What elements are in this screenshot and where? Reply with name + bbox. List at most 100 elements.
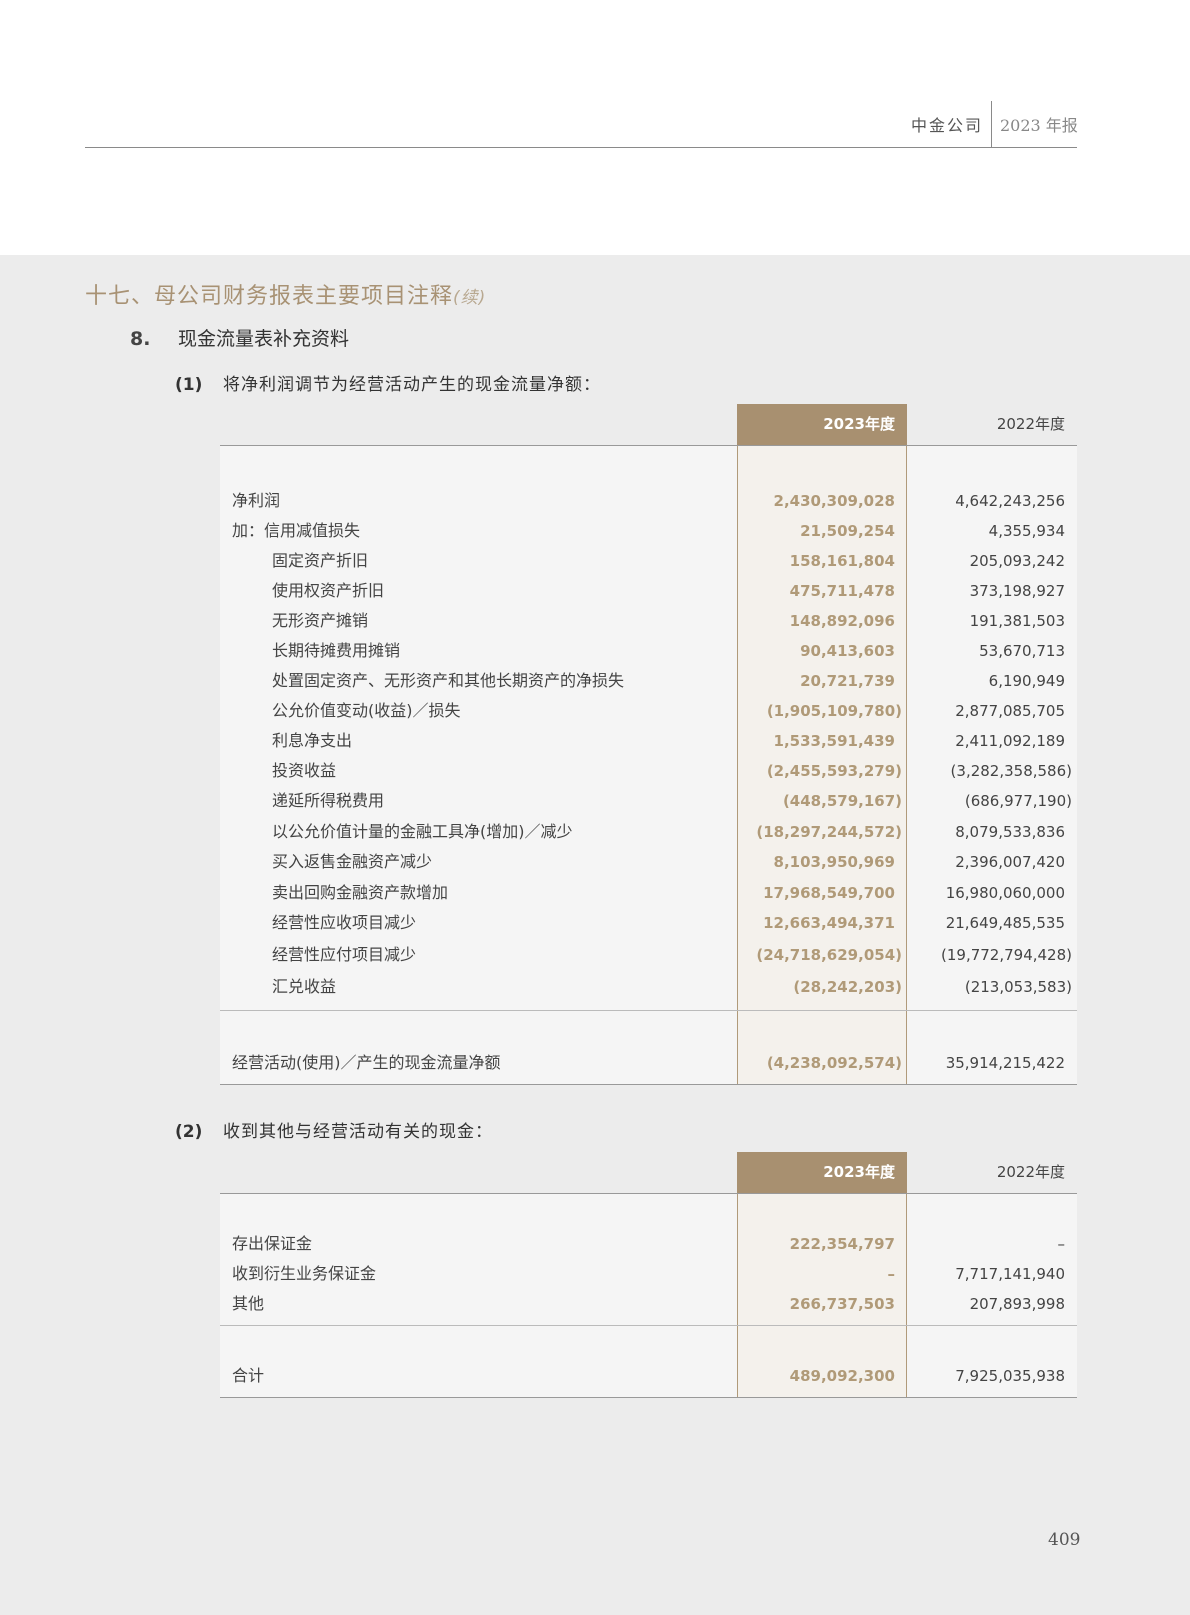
row-label: 公允价值变动(收益)／损失 [272,701,461,720]
row-label: 加：信用减值损失 [232,521,361,540]
total-row: 合计 489,092,300 7,925,035,938 [220,1361,1077,1391]
table2-number: (2) [175,1122,203,1142]
total-divider [220,1010,1077,1011]
section-title-text: 十七、母公司财务报表主要项目注释 [85,284,454,309]
value-2022: 4,642,243,256 [955,492,1065,510]
value-2023: (18,297,244,572) [756,822,902,841]
total-2022: 7,925,035,938 [955,1367,1065,1385]
value-2022: 207,893,998 [969,1295,1065,1313]
value-2022: 7,717,141,940 [955,1265,1065,1283]
total-2023: 489,092,300 [789,1367,895,1385]
table-row: 投资收益 (2,455,593,279) (3,282,358,586) [220,756,1077,786]
value-2022: (213,053,583) [964,978,1072,996]
table-body: 净利润 2,430,309,028 4,642,243,256 加：信用减值损失 21,… [220,446,1077,1085]
value-2022: 2,411,092,189 [955,732,1065,750]
row-label: 卖出回购金融资产款增加 [272,882,449,902]
value-2023: 158,161,804 [789,552,895,570]
header-company: 中金公司 [910,116,983,135]
value-2023: 17,968,549,700 [763,883,895,902]
value-2023: – [887,1265,896,1283]
row-label: 固定资产折旧 [272,551,369,570]
subsection-number: 8. [130,328,151,350]
header-report: 2023 年报 [1000,116,1078,135]
value-2023: 266,737,503 [789,1295,895,1313]
value-2023: 148,892,096 [789,612,895,630]
table-body: 存出保证金 222,354,797 – 收到衍生业务保证金 – 7,717,141,940… [220,1194,1077,1398]
row-label: 使用权资产折旧 [272,581,385,600]
value-2023: 90,413,603 [800,642,895,660]
table-row: 利息净支出 1,533,591,439 2,411,092,189 [220,726,1077,756]
value-2022: 6,190,949 [988,672,1065,690]
value-2023: 21,509,254 [800,522,895,540]
row-label: 收到衍生业务保证金 [232,1264,377,1283]
table-row: 长期待摊费用摊销 90,413,603 53,670,713 [220,636,1077,666]
table-row: 处置固定资产、无形资产和其他长期资产的净损失 20,721,739 6,190,94… [220,666,1077,696]
table2-title: 收到其他与经营活动有关的现金： [223,1122,493,1142]
value-2022: 53,670,713 [979,642,1065,660]
value-2022: (19,772,794,428) [941,946,1072,964]
table-row: 无形资产摊销 148,892,096 191,381,503 [220,606,1077,636]
table-row: 使用权资产折旧 475,711,478 373,198,927 [220,576,1077,606]
row-label: 处置固定资产、无形资产和其他长期资产的净损失 [272,671,625,690]
column-header-2022: 2022年度 [996,415,1065,433]
table-header-row: 2023年度 2022年度 [220,404,1077,446]
header-separator [991,101,992,147]
value-2022: 16,980,060,000 [945,883,1065,902]
row-label: 经营性应收项目减少 [272,913,417,932]
value-2023: (28,242,203) [793,978,902,996]
row-label: 长期待摊费用摊销 [272,641,401,660]
table2: 2023年度 2022年度 存出保证金 222,354,797 – 收到衍生业务保证金 – 7… [220,1152,1077,1398]
table1: 2023年度 2022年度净利润 2,430,309,028 4,642,243,25… [220,404,1077,1085]
row-label: 净利润 [232,491,281,510]
current-year-band [737,1194,907,1397]
value-2023: 12,663,494,371 [763,914,895,932]
current-year-band [737,446,907,1084]
continued-label: (续) [453,288,487,308]
table-row: 以公允价值计量的金融工具净(增加)／减少 (18,297,244,572) 8,07… [220,817,1077,848]
value-2023: 8,103,950,969 [773,853,895,871]
table1-title: 将净利润调节为经营活动产生的现金流量净额： [223,375,601,395]
value-2023: (1,905,109,780) [766,702,902,720]
value-2023: (2,455,593,279) [766,762,902,780]
table-row: 卖出回购金融资产款增加 17,968,549,700 16,980,060,000 [220,878,1077,909]
value-2022: 205,093,242 [969,552,1065,570]
table1-heading: (1) 将净利润调节为经营活动产生的现金流量净额： [175,370,601,395]
row-label: 投资收益 [272,761,337,780]
table-row: 收到衍生业务保证金 – 7,717,141,940 [220,1259,1077,1289]
page-number: 409 [1048,1530,1081,1550]
value-2022: 21,649,485,535 [945,914,1065,932]
total-divider [220,1325,1077,1326]
value-2022: 2,396,007,420 [955,853,1065,871]
value-2022: (686,977,190) [964,792,1072,810]
table-row: 存出保证金 222,354,797 – [220,1229,1077,1259]
header-rule [85,147,1077,148]
total-label: 经营活动(使用)／产生的现金流量净额 [232,1053,501,1072]
table-row: 其他 266,737,503 207,893,998 [220,1289,1077,1319]
total-2023: (4,238,092,574) [766,1054,902,1072]
column-header-2023: 2023年度 [737,404,907,445]
value-2023: 2,430,309,028 [773,492,895,510]
table-row: 经营性应收项目减少 12,663,494,371 21,649,485,535 [220,908,1077,940]
subsection-title: 现金流量表补充资料 [178,328,350,350]
value-2023: 475,711,478 [789,582,895,600]
row-label: 利息净支出 [272,731,353,750]
value-2022: 4,355,934 [988,522,1065,540]
table-row: 买入返售金融资产减少 8,103,950,969 2,396,007,420 [220,847,1077,878]
row-label: 存出保证金 [232,1234,313,1253]
table-row: 净利润 2,430,309,028 4,642,243,256 [220,486,1077,516]
table-row: 加：信用减值损失 21,509,254 4,355,934 [220,516,1077,546]
row-label: 汇兑收益 [272,977,337,996]
table-header-row: 2023年度 2022年度 [220,1152,1077,1194]
value-2023: 1,533,591,439 [773,732,895,750]
row-label: 以公允价值计量的金融工具净(增加)／减少 [272,821,573,841]
value-2023: 222,354,797 [789,1235,895,1253]
row-label: 无形资产摊销 [272,611,369,630]
row-label: 买入返售金融资产减少 [272,852,433,871]
column-header-2023: 2023年度 [737,1152,907,1193]
value-2022: 191,381,503 [969,612,1065,630]
table-row: 递延所得税费用 (448,579,167) (686,977,190) [220,786,1077,817]
value-2023: 20,721,739 [800,672,895,690]
row-label: 递延所得税费用 [272,791,385,810]
table2-heading: (2) 收到其他与经营活动有关的现金： [175,1117,493,1142]
value-2022: 373,198,927 [969,582,1065,600]
